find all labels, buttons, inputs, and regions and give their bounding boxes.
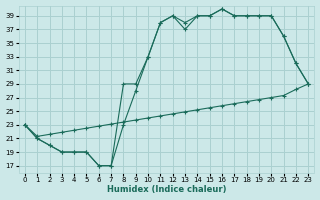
X-axis label: Humidex (Indice chaleur): Humidex (Indice chaleur): [107, 185, 226, 194]
